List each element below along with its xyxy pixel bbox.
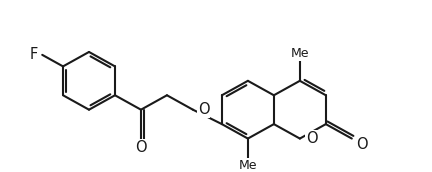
Text: O: O (198, 102, 210, 117)
Text: Me: Me (291, 47, 309, 60)
Text: Me: Me (238, 159, 257, 172)
Text: O: O (306, 131, 318, 146)
Text: O: O (356, 137, 368, 152)
Text: F: F (30, 47, 38, 62)
Text: O: O (135, 140, 147, 155)
